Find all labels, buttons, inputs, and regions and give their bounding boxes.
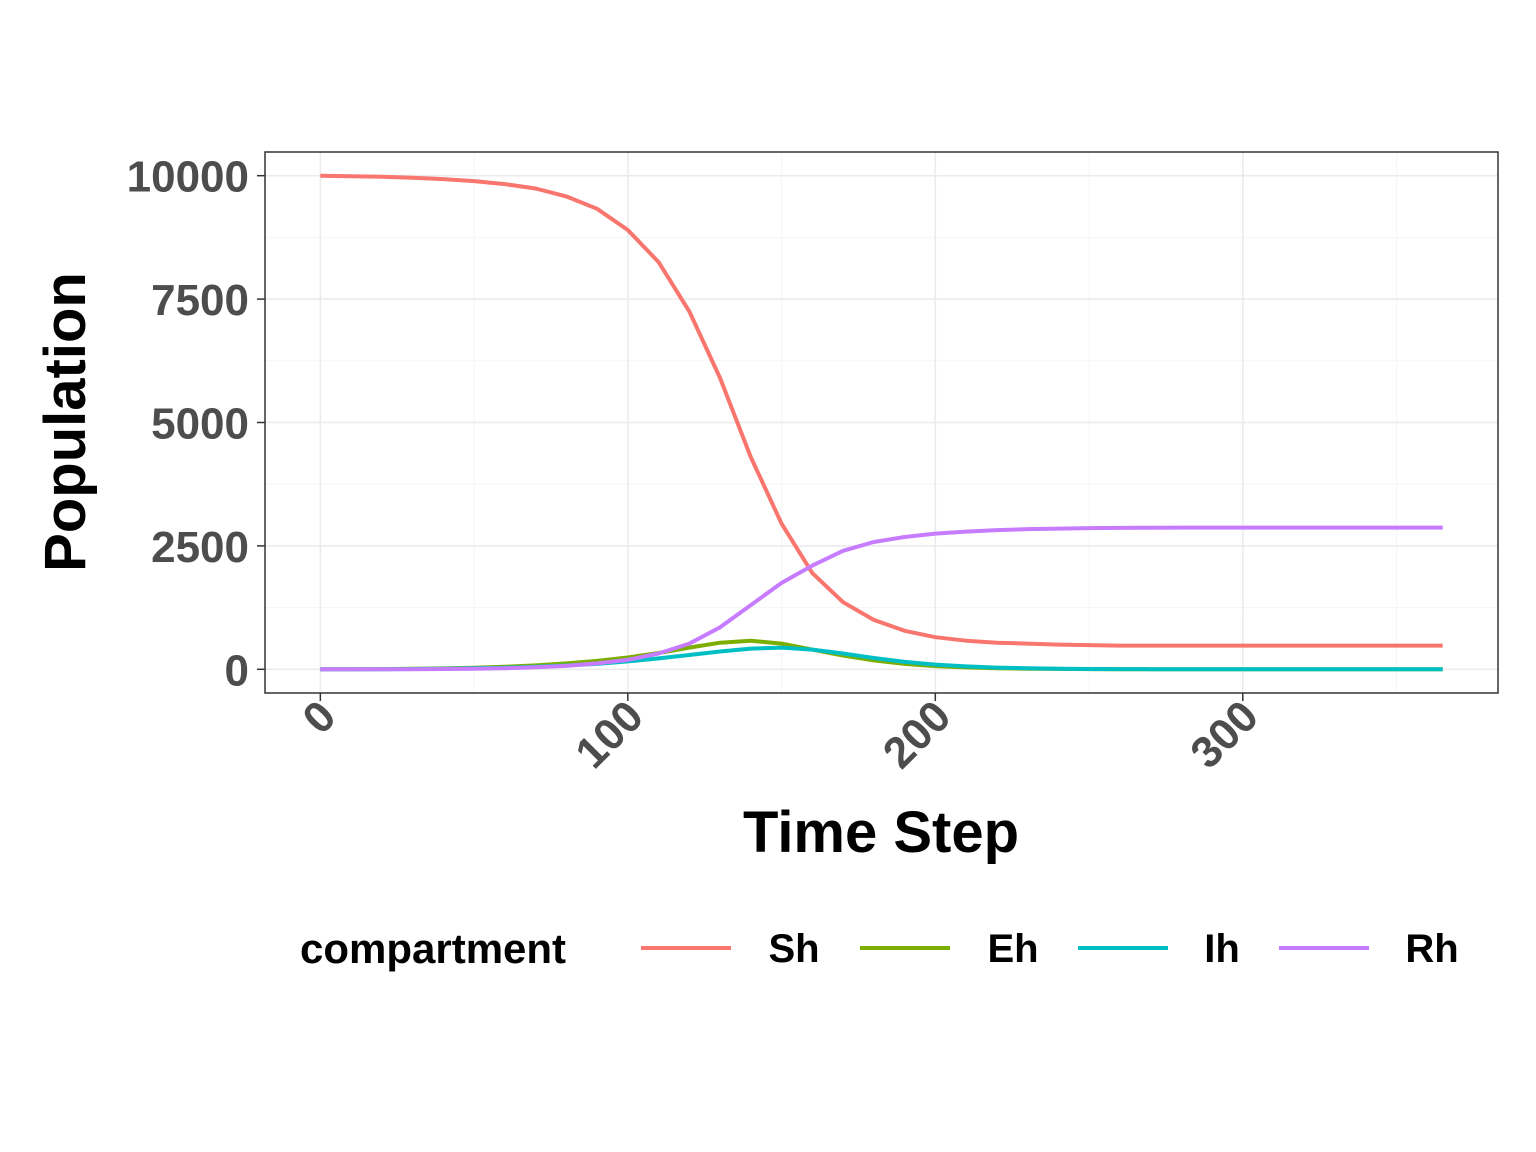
y-tick-label: 0 bbox=[225, 646, 249, 695]
legend-item-rh: Rh bbox=[1279, 927, 1459, 971]
axis-ticks bbox=[257, 174, 1244, 701]
legend-label: Sh bbox=[768, 927, 819, 971]
legend-title: compartment bbox=[300, 925, 566, 972]
legend-item-eh: Eh bbox=[860, 927, 1039, 971]
legend-item-ih: Ih bbox=[1078, 927, 1240, 971]
x-axis-title: Time Step bbox=[743, 800, 1019, 865]
y-tick-label: 7500 bbox=[151, 276, 249, 325]
y-tick-labels: 0 2500 5000 7500 10000 bbox=[127, 153, 249, 696]
series-line-sh bbox=[320, 173, 1443, 648]
x-tick-labels: 0 100 200 300 bbox=[293, 691, 1267, 778]
series-line-ih bbox=[320, 645, 1443, 672]
y-tick-label: 5000 bbox=[151, 400, 249, 449]
series-lines bbox=[320, 173, 1443, 672]
legend-item-sh: Sh bbox=[641, 927, 820, 971]
x-tick-label: 0 bbox=[293, 691, 345, 743]
legend-label: Ih bbox=[1204, 927, 1240, 971]
legend-items: Sh Eh Ih Rh bbox=[641, 927, 1459, 971]
series-line-rh bbox=[320, 525, 1443, 672]
x-tick-label: 300 bbox=[1181, 691, 1268, 778]
legend-label: Eh bbox=[987, 927, 1038, 971]
y-tick-label: 2500 bbox=[151, 523, 249, 572]
legend: compartment Sh Eh Ih Rh bbox=[300, 925, 1459, 972]
legend-label: Rh bbox=[1405, 927, 1458, 971]
x-tick-label: 200 bbox=[874, 691, 961, 778]
y-tick-label: 10000 bbox=[127, 153, 249, 202]
grid bbox=[265, 152, 1498, 693]
y-axis-title: Population bbox=[33, 272, 98, 572]
x-tick-label: 100 bbox=[566, 691, 653, 778]
